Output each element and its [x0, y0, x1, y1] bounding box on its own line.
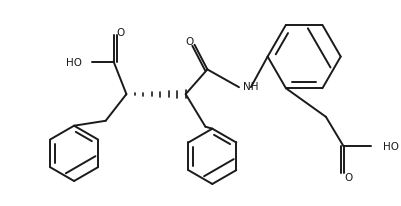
- Text: NH: NH: [243, 82, 258, 92]
- Text: HO: HO: [383, 142, 399, 152]
- Text: O: O: [344, 172, 353, 182]
- Text: O: O: [186, 37, 194, 47]
- Text: HO: HO: [66, 57, 82, 67]
- Text: O: O: [116, 28, 125, 38]
